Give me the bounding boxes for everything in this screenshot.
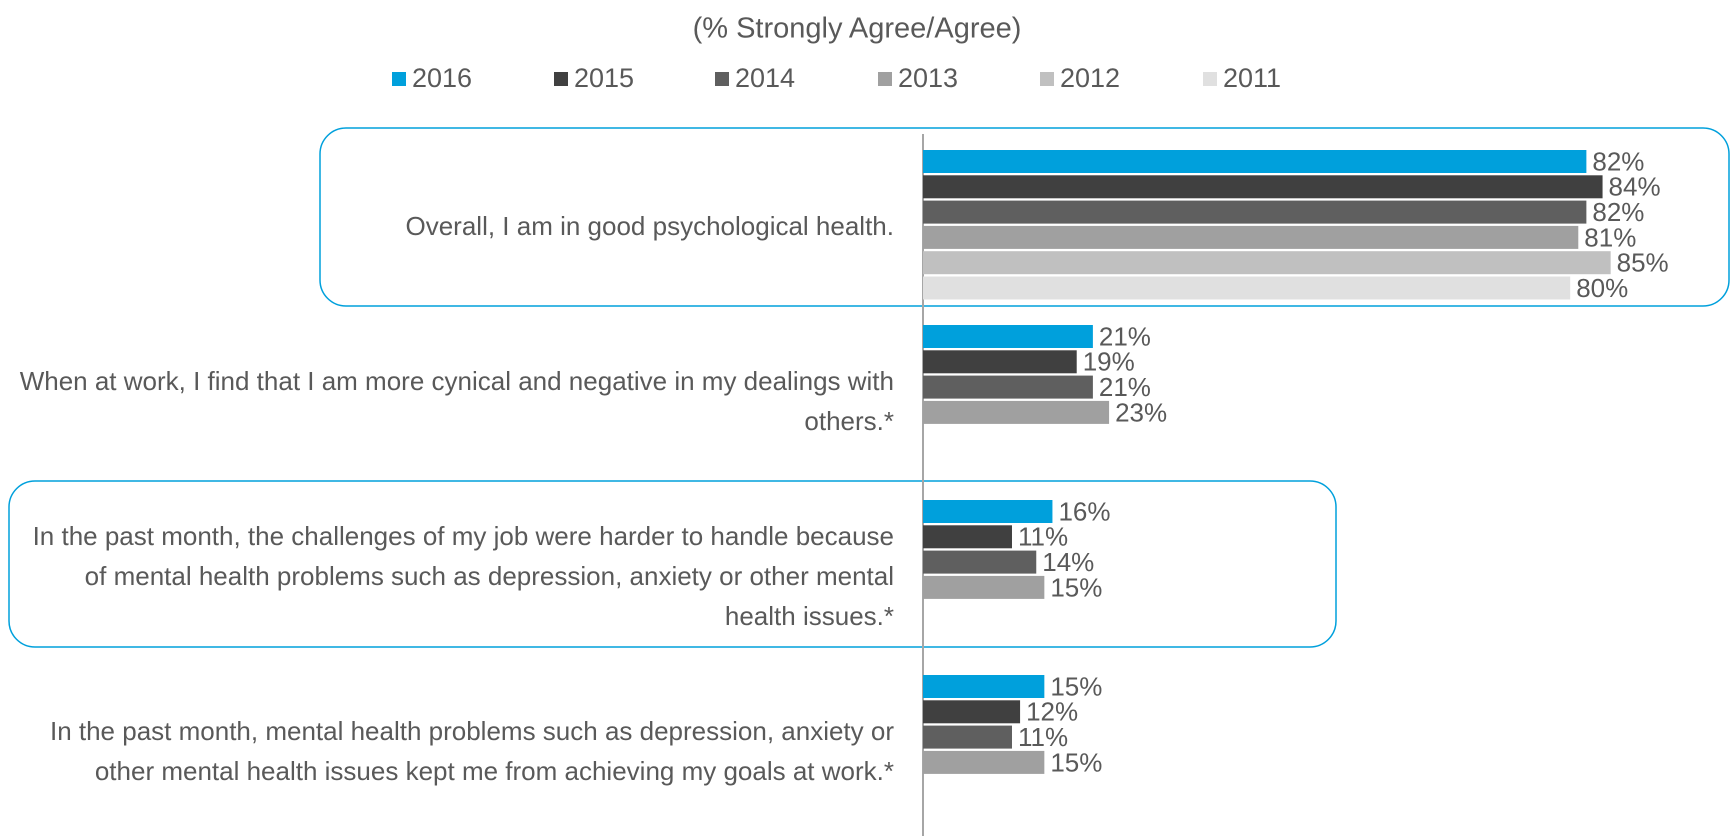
legend-label: 2016 [412,63,472,93]
value-label: 82% [1592,197,1644,227]
legend-swatch [878,72,892,86]
value-label: 19% [1083,347,1135,377]
bar [923,700,1021,724]
bar [923,550,1037,574]
category-label: In the past month, mental health problem… [49,716,894,786]
value-label: 21% [1099,372,1151,402]
bar [923,725,1012,749]
bar [923,175,1603,199]
bar [923,150,1587,173]
legend-swatch [1203,72,1217,86]
highlight-box [319,127,1730,307]
legend-label: 2013 [898,63,958,93]
category-label: Overall, I am in good psychological heal… [405,211,895,241]
legend-swatch [392,72,406,86]
bar [923,375,1093,399]
bar [923,276,1571,300]
value-label: 15% [1050,671,1102,701]
bar [923,575,1045,599]
value-label: 85% [1617,248,1669,278]
bar [923,500,1053,523]
value-label: 84% [1609,172,1661,202]
bar [923,325,1093,348]
bar [923,200,1587,224]
bar [923,400,1110,424]
category-label: In the past month, the challenges of my … [32,521,894,631]
bar [923,525,1012,549]
chart-title: (% Strongly Agree/Agree) [693,13,1022,45]
legend-label: 2012 [1060,63,1120,93]
legend-label: 2015 [574,63,634,93]
highlight-box [8,480,1337,648]
legend-swatch [1040,72,1054,86]
value-label: 16% [1058,496,1110,526]
value-label: 11% [1018,722,1068,752]
bar [923,251,1611,275]
bar [923,750,1045,774]
legend-label: 2011 [1223,63,1281,93]
value-label: 21% [1099,321,1151,351]
value-label: 82% [1592,146,1644,176]
legend-swatch [554,72,568,86]
bar [923,350,1077,374]
value-label: 11% [1018,522,1068,552]
value-label: 81% [1584,222,1636,252]
value-label: 12% [1026,697,1078,727]
bar [923,225,1579,249]
category-label: When at work, I find that I am more cyni… [19,366,894,436]
value-label: 23% [1115,397,1167,427]
value-label: 15% [1050,747,1102,777]
value-label: 80% [1576,273,1628,303]
value-label: 14% [1042,547,1094,577]
value-label: 15% [1050,572,1102,602]
legend-swatch [715,72,729,86]
legend-label: 2014 [735,63,795,93]
bar [923,675,1045,698]
